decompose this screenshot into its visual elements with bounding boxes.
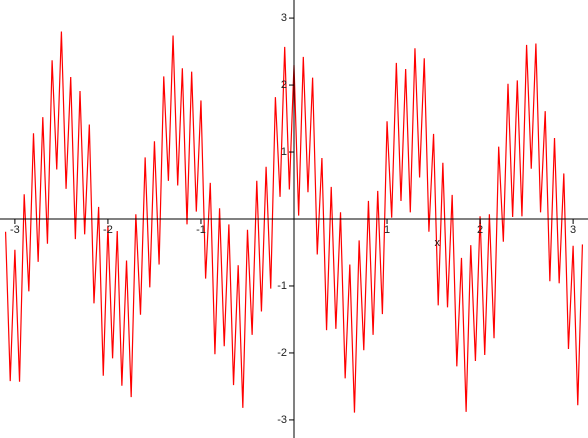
y-tick-label: 2: [281, 79, 287, 91]
x-tick-label: 1: [384, 224, 390, 236]
x-tick-label: 2: [477, 224, 483, 236]
x-tick-label: -3: [10, 224, 20, 236]
x-axis-label: x: [435, 237, 441, 249]
y-tick-label: -1: [277, 280, 287, 292]
y-tick-label: 3: [281, 12, 287, 24]
y-tick-label: -3: [277, 414, 287, 426]
x-tick-label: -1: [196, 224, 206, 236]
y-tick-label: 1: [281, 146, 287, 158]
x-tick-label: -2: [103, 224, 113, 236]
y-tick-label: -2: [277, 347, 287, 359]
x-tick-label: 3: [570, 224, 576, 236]
